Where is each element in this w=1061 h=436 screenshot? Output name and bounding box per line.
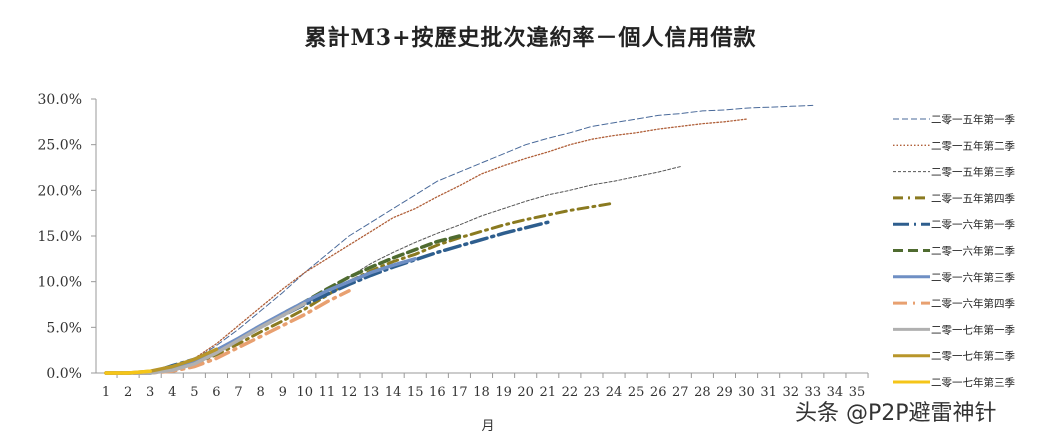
y-tick-label: 30.0% (38, 92, 82, 108)
x-axis-label: 月 (481, 419, 494, 434)
x-tick-label: 16 (429, 385, 446, 400)
x-tick-label: 33 (805, 385, 822, 400)
legend-label: 二零一六年第二季 (931, 245, 1015, 258)
y-tick-label: 25.0% (38, 138, 82, 154)
series-line (105, 118, 748, 374)
x-tick-label: 32 (782, 385, 799, 400)
x-tick-label: 24 (606, 385, 623, 400)
watermark: 头条 @P2P避雷神针 (795, 401, 997, 426)
series-line (104, 220, 550, 375)
series-line (104, 369, 152, 375)
x-tick-label: 34 (827, 385, 844, 400)
x-tick-label: 9 (279, 385, 287, 400)
series-line (105, 166, 681, 374)
legend-label: 二零一七年第三季 (931, 376, 1015, 389)
x-tick-label: 7 (234, 385, 242, 400)
x-tick-label: 21 (539, 385, 556, 400)
chart-title: 累計M3+按歷史批次違約率－個人信用借款 (304, 25, 757, 51)
x-tick-label: 35 (849, 385, 866, 400)
x-tick-label: 11 (319, 385, 336, 400)
legend-label: 二零一六年第四季 (931, 297, 1015, 310)
y-tick-label: 10.0% (38, 275, 82, 291)
x-tick-label: 15 (407, 385, 424, 400)
x-tick-label: 18 (473, 385, 490, 400)
x-tick-label: 10 (297, 385, 314, 400)
x-tick-label: 6 (212, 385, 220, 400)
x-tick-label: 19 (495, 385, 512, 400)
legend-label: 二零一七年第一季 (931, 323, 1015, 336)
x-tick-label: 29 (716, 385, 733, 400)
series-line (104, 201, 616, 375)
x-tick-label: 31 (760, 385, 777, 400)
x-tick-label: 8 (256, 385, 264, 400)
x-tick-label: 28 (694, 385, 711, 400)
y-tick-label: 0.0% (46, 366, 82, 382)
x-tick-label: 27 (672, 385, 689, 400)
legend-label: 二零一七年第二季 (931, 350, 1015, 363)
x-tick-label: 30 (738, 385, 755, 400)
x-tick-label: 23 (584, 385, 601, 400)
x-tick-label: 26 (650, 385, 667, 400)
y-tick-label: 5.0% (46, 320, 82, 336)
y-tick-label: 15.0% (38, 229, 82, 245)
x-tick-label: 1 (102, 385, 110, 400)
legend-label: 二零一五年第四季 (931, 192, 1015, 205)
x-tick-label: 13 (363, 385, 380, 400)
x-tick-label: 20 (517, 385, 534, 400)
x-tick-label: 4 (168, 385, 176, 400)
x-tick-label: 25 (628, 385, 645, 400)
x-tick-label: 3 (146, 385, 154, 400)
series-line (105, 104, 814, 374)
x-tick-label: 17 (451, 385, 468, 400)
x-tick-label: 2 (124, 385, 132, 400)
series-line (104, 301, 307, 375)
legend-label: 二零一六年第一季 (931, 218, 1015, 231)
x-tick-label: 12 (341, 385, 358, 400)
legend-label: 二零一五年第一季 (931, 113, 1015, 126)
legend-label: 二零一五年第三季 (931, 166, 1015, 179)
legend-label: 二零一六年第三季 (931, 271, 1015, 284)
legend-label: 二零一五年第二季 (931, 139, 1015, 152)
y-tick-label: 20.0% (38, 183, 82, 199)
x-tick-label: 22 (562, 385, 579, 400)
x-tick-label: 5 (190, 385, 198, 400)
series-line (104, 234, 462, 375)
x-tick-label: 14 (385, 385, 402, 400)
